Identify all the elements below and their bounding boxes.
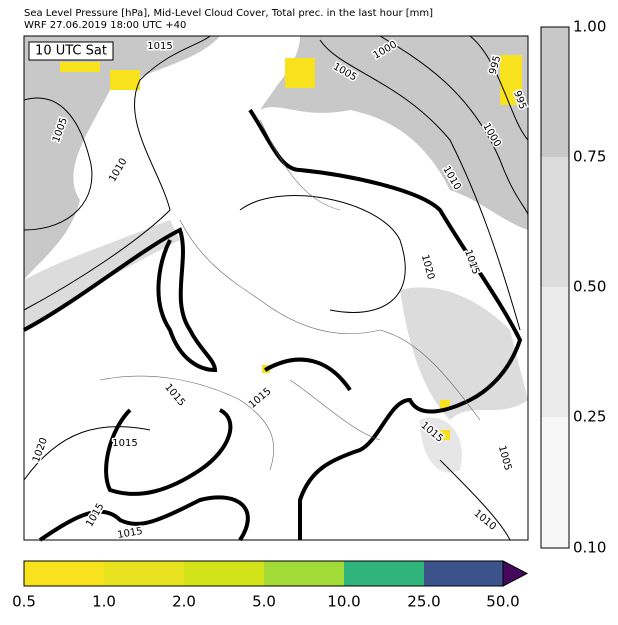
precip-label: 50.0 — [486, 593, 519, 611]
cloud-band — [541, 157, 569, 287]
cloud-frame — [540, 26, 570, 549]
precip-label: 0.5 — [12, 593, 36, 611]
subtitle: WRF 27.06.2019 18:00 UTC +40 — [24, 20, 186, 31]
cloud-colorbar: 1.00 0.75 0.50 0.25 0.10 — [540, 18, 606, 557]
title: Sea Level Pressure [hPa], Mid-Level Clou… — [24, 8, 433, 19]
cloud-label: 0.10 — [573, 539, 606, 557]
isobars — [23, 35, 529, 541]
cloud-label: 1.00 — [573, 18, 606, 36]
map-frame — [23, 35, 529, 541]
cloud-band — [541, 287, 569, 417]
precip-label: 5.0 — [252, 593, 276, 611]
precip-label: 1.0 — [92, 593, 116, 611]
precip-band — [104, 561, 184, 586]
precip-label: 10.0 — [327, 593, 360, 611]
cloud-label: 0.25 — [573, 408, 606, 426]
time-label: 10 UTC Sat — [35, 44, 107, 59]
cloud-cover — [24, 36, 528, 473]
precip-label: 25.0 — [407, 593, 440, 611]
isobar-label: 1015 — [147, 41, 172, 52]
isobar-1015 — [23, 108, 523, 542]
cloud-band — [541, 417, 569, 548]
precip-band — [264, 561, 344, 586]
cloud-band — [541, 27, 569, 157]
precip-band — [24, 561, 104, 586]
cloud-label: 0.75 — [573, 148, 606, 166]
isobar-label: 1015 — [112, 438, 137, 449]
precip-band — [344, 561, 424, 586]
precip-colorbar: 0.5 1.0 2.0 5.0 10.0 25.0 50.0 — [12, 560, 529, 611]
precip-frame — [23, 560, 503, 587]
precip-extend — [502, 560, 529, 587]
precip-band — [184, 561, 264, 586]
precip-label: 2.0 — [172, 593, 196, 611]
coastlines — [99, 119, 481, 471]
cloud-label: 0.50 — [573, 278, 606, 296]
precip — [60, 55, 522, 440]
time-box — [28, 41, 114, 61]
precip-band — [424, 561, 503, 586]
